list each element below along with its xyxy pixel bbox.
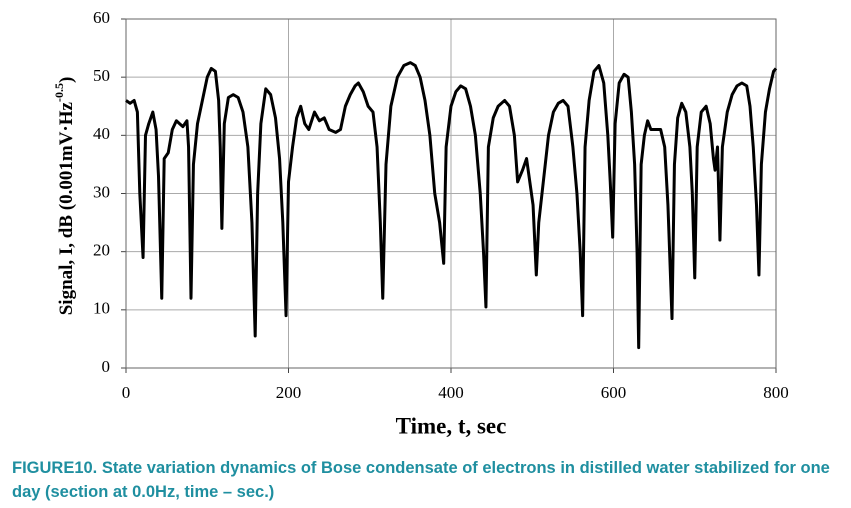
x-tick-label: 600 (601, 383, 627, 402)
y-tick-label: 40 (93, 124, 110, 143)
y-axis-title-main: Signal, I, dB (0.001mV·Hz (56, 101, 77, 315)
chart: Time, t, sec Signal, I, dB (0.001mV·Hz-0… (52, 8, 789, 438)
y-axis-title-end: ) (56, 77, 77, 83)
x-tick-label: 200 (276, 383, 302, 402)
x-tick-label: 800 (763, 383, 789, 402)
x-tick-label: 0 (122, 383, 131, 402)
signal-line (125, 61, 778, 350)
y-axis-title-sup: -0.5 (52, 83, 66, 102)
y-tick-label: 30 (93, 182, 110, 201)
y-axis-title: Signal, I, dB (0.001mV·Hz-0.5) (52, 77, 78, 316)
x-tick-label: 400 (438, 383, 464, 402)
y-tick-label: 10 (93, 299, 110, 318)
plot-frame (125, 18, 777, 369)
x-axis-title: Time, t, sec (396, 413, 507, 438)
y-tick-label: 60 (93, 8, 110, 27)
figure-caption: FIGURE10. State variation dynamics of Bo… (12, 459, 830, 501)
y-tick-label: 0 (102, 357, 111, 376)
y-tick-label: 20 (93, 241, 110, 260)
y-tick-label: 50 (93, 66, 110, 85)
